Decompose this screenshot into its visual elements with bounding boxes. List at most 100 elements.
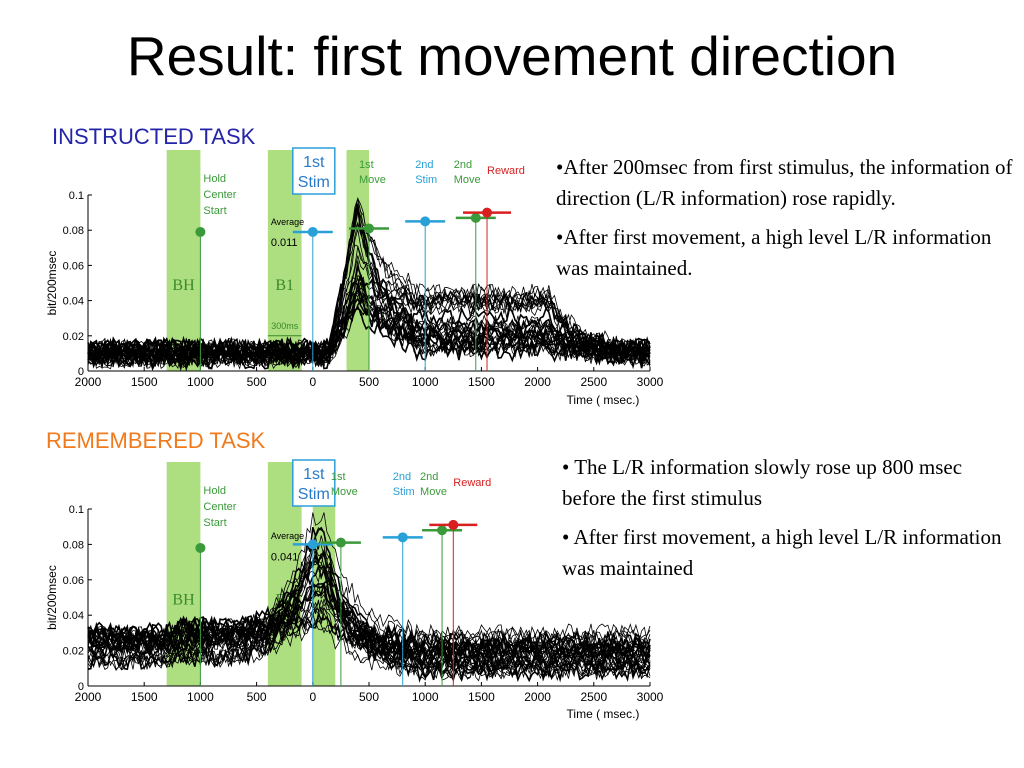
x-tick-label: 2500 [580,375,607,389]
x-tick-label: 1500 [468,690,495,704]
trace-line [87,535,651,649]
event-marker [420,216,431,227]
y-tick-label: 0.1 [69,190,84,202]
x-tick-label: 500 [359,690,379,704]
bullet-text: •After first movement, a high level L/R … [556,225,992,280]
event-label: 1st [331,471,346,483]
event-marker [397,532,408,543]
event-label: Move [420,486,447,498]
x-tick-label: 1000 [187,690,214,704]
event-label: Center [203,189,236,201]
event-marker [448,519,459,530]
event-label: Reward [487,165,525,177]
event-marker [482,207,493,218]
trace-line [87,578,651,671]
event-marker [307,226,318,237]
x-tick-label: 1500 [468,375,495,389]
remembered-task-label: REMEMBERED TASK [46,428,266,453]
event-marker [364,223,374,234]
event-label: Stim [393,486,415,498]
average-value: 0.011 [271,237,298,249]
trace-line [87,612,651,661]
event-label: 2nd [393,471,411,483]
x-tick-label: 500 [247,690,267,704]
x-tick-label: 2000 [75,375,102,389]
window-label: BH [172,592,195,609]
event-label: Hold [203,485,226,497]
y-tick-label: 0 [78,366,84,378]
trace-line [87,554,651,668]
y-axis-label: bit/200msec [45,565,59,630]
event-label: 2nd [454,159,472,171]
event-marker [335,537,346,548]
bullet-text: • After first movement, a high level L/R… [562,525,1002,580]
x-tick-label: 1000 [412,690,439,704]
trace-line [87,587,651,671]
event-label: 2nd [415,159,433,171]
instructed-bullets: •After 200msec from first stimulus, the … [556,152,1016,292]
event-marker [437,525,448,536]
x-tick-label: 0 [309,375,316,389]
event-label: Move [331,486,358,498]
y-tick-label: 0.04 [63,296,84,308]
y-tick-label: 0.04 [63,610,84,622]
first-stim-box [292,147,336,195]
event-label: 1st [359,159,374,171]
x-tick-label: 1000 [412,375,439,389]
y-axis-label: bit/200msec [45,251,59,316]
shaded-window [166,150,201,371]
x-tick-label: 1500 [131,375,158,389]
x-tick-label: 1000 [187,375,214,389]
remembered-bullets: • The L/R information slowly rose up 800… [562,452,1012,592]
event-marker [195,542,206,553]
event-label: 1st [303,154,325,171]
trace-line [87,526,651,661]
instructed-task-label: INSTRUCTED TASK [52,124,256,149]
y-tick-label: 0 [78,681,84,693]
event-marker [307,539,318,550]
event-label: Move [454,174,481,186]
first-stim-box [292,459,336,507]
event-label: 1st [303,466,325,483]
y-tick-label: 0.06 [63,575,84,587]
x-tick-label: 3000 [637,690,664,704]
x-tick-label: 500 [247,375,267,389]
x-axis-label: Time ( msec.) [567,393,640,407]
x-tick-label: 2000 [524,375,551,389]
event-marker [195,226,206,237]
event-label: 2nd [420,471,438,483]
x-tick-label: 2000 [524,690,551,704]
x-tick-label: 1500 [131,690,158,704]
y-tick-label: 0.02 [63,646,84,658]
event-label: Move [359,174,386,186]
slide-title: Result: first movement direction [126,25,898,87]
trace-line [87,527,651,680]
event-marker [470,212,481,223]
bullet-text: •After 200msec from first stimulus, the … [556,155,1013,210]
event-label: Stim [415,174,437,186]
event-label: Hold [203,173,226,185]
instructed-chart-group: BH B1 0 0.02 0.04 0.06 0.08 0.1 2000 1500 1000 500 0… [45,147,664,407]
event-label: Stim [298,486,330,503]
event-label: Start [203,205,226,217]
x-tick-label: 500 [359,375,379,389]
x-tick-label: 2000 [75,690,102,704]
y-tick-label: 0.08 [63,225,84,237]
event-label: Reward [453,477,491,489]
average-label: Average [271,531,304,541]
average-label: Average [271,217,304,227]
window-bracket-label: 300ms [271,321,299,331]
window-label: B1 [275,277,294,294]
event-label: Center [203,501,236,513]
average-value: 0.041 [271,551,299,563]
y-tick-label: 0.02 [63,331,84,343]
x-axis-label: Time ( msec.) [567,707,640,721]
x-tick-label: 0 [309,690,316,704]
x-tick-label: 2500 [580,690,607,704]
event-label: Start [203,517,226,529]
window-label: BH [172,277,195,294]
trace-line [87,582,651,673]
event-label: Stim [298,174,330,191]
